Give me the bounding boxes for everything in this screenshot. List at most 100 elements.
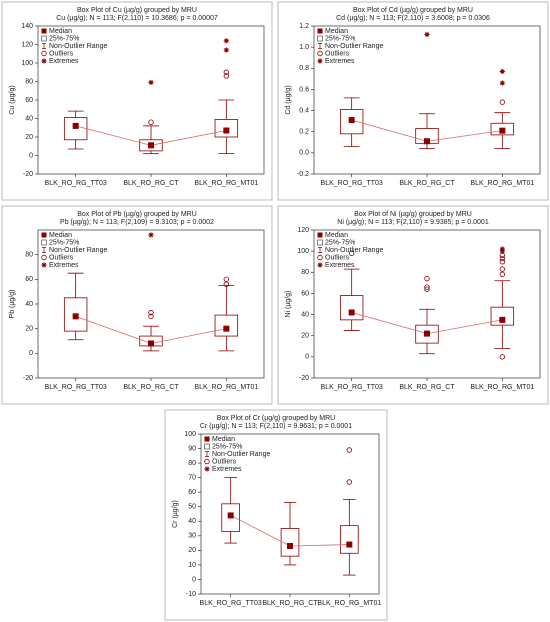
x-tick-label: BLK_RO_RG_TT03 bbox=[321, 180, 383, 187]
chart-title: Box Plot of Cd (µg/g) grouped by MRU bbox=[353, 7, 473, 14]
chart-title: Box Plot of Cu (µg/g) grouped by MRU bbox=[77, 7, 197, 14]
y-tick-label: -0.2 bbox=[297, 171, 309, 178]
legend-symbol bbox=[205, 451, 209, 457]
y-axis-label: Cd (µg/g) bbox=[285, 85, 292, 114]
panel-frame bbox=[277, 1, 549, 201]
extreme bbox=[223, 38, 229, 44]
y-tick-label: 100 bbox=[21, 60, 33, 67]
y-tick-label: 70 bbox=[188, 474, 196, 481]
y-axis-label: Cr (µg/g) bbox=[172, 500, 179, 528]
outlier bbox=[424, 275, 430, 282]
legend-symbol bbox=[317, 262, 323, 268]
panel-frame bbox=[1, 1, 273, 201]
legend-label: Extremes bbox=[49, 58, 79, 65]
legend-symbol bbox=[41, 50, 47, 57]
legend-label: 25%-75% bbox=[212, 443, 242, 450]
chart-title: Box Plot of Pb (µg/g) grouped by MRU bbox=[77, 211, 197, 218]
chart-subtitle: Pb (µg/g); N = 113; F(2,109) = 9.3103; p… bbox=[60, 219, 214, 226]
median bbox=[348, 117, 355, 124]
box bbox=[340, 525, 359, 554]
legend-symbol bbox=[318, 247, 322, 253]
legend-label: Extremes bbox=[325, 262, 355, 269]
outlier bbox=[346, 479, 353, 485]
x-tick-label: BLK_RO_RG_TT03 bbox=[45, 384, 107, 391]
x-tick-label: BLK_RO_RG_CT bbox=[399, 384, 455, 391]
y-tick-label: 90 bbox=[188, 445, 196, 452]
x-tick-label: BLK_RO_RG_MT01 bbox=[470, 180, 534, 187]
extreme bbox=[148, 232, 154, 238]
x-tick-label: BLK_RO_RG_CT bbox=[262, 600, 318, 607]
legend-symbol bbox=[41, 262, 47, 268]
y-tick-label: 0.0 bbox=[299, 150, 309, 157]
legend-label: Median bbox=[325, 232, 348, 239]
median bbox=[348, 309, 355, 316]
legend-symbol bbox=[317, 58, 323, 64]
y-tick-label: 1.0 bbox=[299, 44, 309, 51]
outlier bbox=[223, 73, 230, 79]
legend-symbol bbox=[317, 28, 323, 34]
y-tick-label: 120 bbox=[21, 41, 33, 48]
legend-label: Non-Outlier Range bbox=[325, 247, 383, 254]
legend-label: 25%-75% bbox=[49, 239, 79, 246]
legend-symbol bbox=[41, 232, 47, 238]
y-tick-label: 0.4 bbox=[299, 107, 309, 114]
outlier bbox=[148, 119, 154, 125]
legend-symbol bbox=[42, 43, 46, 49]
legend-symbol bbox=[317, 35, 323, 42]
legend-symbol bbox=[41, 254, 47, 261]
chart-subtitle: Cd (µg/g); N = 113; F(2,110) = 3.6008; p… bbox=[336, 15, 490, 22]
extreme bbox=[148, 79, 154, 86]
legend-label: 25%-75% bbox=[49, 35, 79, 42]
x-tick-label: BLK_RO_RG_TT03 bbox=[45, 180, 107, 187]
legend-symbol bbox=[317, 50, 323, 57]
outlier bbox=[499, 354, 506, 360]
legend-label: Extremes bbox=[325, 58, 355, 65]
panel-frame bbox=[164, 409, 388, 621]
legend-label: Outliers bbox=[49, 50, 74, 57]
median bbox=[499, 316, 506, 323]
y-tick-label: 80 bbox=[25, 252, 33, 259]
y-tick-label: 100 bbox=[297, 248, 309, 255]
legend-label: Extremes bbox=[49, 262, 79, 269]
median bbox=[148, 340, 154, 347]
legend-symbol bbox=[318, 43, 322, 49]
outlier bbox=[499, 271, 506, 278]
median bbox=[148, 142, 154, 149]
extreme bbox=[424, 31, 430, 38]
median bbox=[72, 122, 79, 129]
outlier bbox=[424, 286, 430, 292]
x-tick-label: BLK_RO_RG_TT03 bbox=[200, 600, 262, 607]
legend-label: Median bbox=[325, 28, 348, 35]
legend-symbol bbox=[204, 466, 210, 472]
y-tick-label: -10 bbox=[186, 591, 196, 598]
legend-symbol bbox=[204, 458, 210, 465]
legend-symbol bbox=[41, 239, 47, 246]
y-tick-label: 80 bbox=[25, 78, 33, 85]
y-tick-label: 60 bbox=[25, 276, 33, 283]
median bbox=[346, 541, 353, 548]
outlier bbox=[499, 255, 506, 262]
outlier bbox=[223, 69, 230, 75]
legend-symbol bbox=[41, 35, 47, 42]
legend-symbol bbox=[42, 247, 46, 253]
legend-symbol bbox=[204, 436, 210, 442]
legend-label: Non-Outlier Range bbox=[49, 247, 107, 254]
median bbox=[223, 127, 230, 134]
y-tick-label: 60 bbox=[25, 97, 33, 104]
y-tick-label: 20 bbox=[301, 333, 309, 340]
legend-label: 25%-75% bbox=[325, 239, 355, 246]
y-tick-label: 0 bbox=[29, 152, 33, 159]
y-tick-label: 100 bbox=[184, 431, 196, 438]
median bbox=[72, 313, 79, 320]
median bbox=[424, 138, 430, 145]
outlier bbox=[148, 309, 154, 316]
median bbox=[227, 512, 234, 519]
legend-label: Outliers bbox=[212, 458, 237, 465]
y-tick-label: 20 bbox=[25, 326, 33, 333]
legend-label: Outliers bbox=[325, 254, 350, 261]
y-axis-label: Cu (µg/g) bbox=[9, 85, 16, 114]
chart-subtitle: Ni (µg/g); N = 113; F(2,110) = 9.9385; p… bbox=[337, 219, 489, 226]
x-tick-label: BLK_RO_RG_MT01 bbox=[470, 384, 534, 391]
legend-label: Median bbox=[49, 28, 72, 35]
